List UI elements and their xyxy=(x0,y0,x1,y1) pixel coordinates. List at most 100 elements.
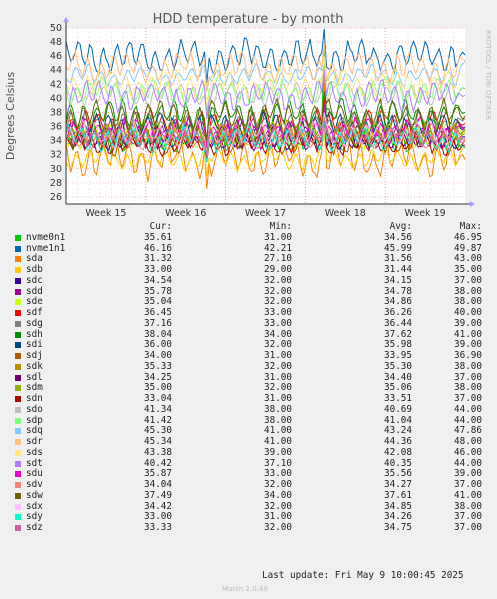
legend-series-name: sdi xyxy=(26,339,43,351)
legend-row-sdz: sdz 33.33 32.00 34.75 37.00 xyxy=(12,522,492,534)
legend-series-name: sdn xyxy=(26,393,43,404)
legend-series-name: sdq xyxy=(26,425,43,437)
y-tick-label: 48 xyxy=(50,37,62,48)
col-max-header: Max: xyxy=(459,221,482,232)
series-line-sdx xyxy=(65,112,466,155)
legend-swatch xyxy=(15,428,21,435)
series-line-sdr xyxy=(65,42,466,92)
legend-cur-value: 35.00 xyxy=(144,382,172,394)
legend-min-value: 39.00 xyxy=(264,446,292,458)
legend-swatch xyxy=(15,342,21,349)
munin-version: Munin 2.0.49 xyxy=(222,585,268,593)
legend-cur-value: 35.61 xyxy=(144,231,172,243)
legend-min-value: 32.00 xyxy=(264,285,292,297)
legend-min-value: 32.00 xyxy=(264,274,292,286)
legend-avg-value: 41.04 xyxy=(384,414,412,426)
legend-max-value: 37.00 xyxy=(454,522,482,533)
col-avg-header: Avg: xyxy=(389,221,412,232)
legend-max-value: 39.00 xyxy=(454,339,482,351)
chart-title: HDD temperature - by month xyxy=(153,12,344,27)
legend-avg-value: 34.56 xyxy=(384,231,412,243)
legend-row-nvme1n1: nvme1n1 46.16 42.21 45.99 49.87 xyxy=(12,242,492,255)
y-tick-label: 36 xyxy=(50,122,62,133)
legend-min-value: 42.21 xyxy=(264,242,292,254)
y-tick-label: 26 xyxy=(50,192,62,203)
legend-avg-value: 35.06 xyxy=(384,382,412,394)
legend-swatch xyxy=(15,525,21,531)
legend-min-value: 32.00 xyxy=(264,382,292,394)
legend-series-name: sdc xyxy=(26,274,43,286)
legend-max-value: 35.00 xyxy=(454,264,482,275)
legend-min-value: 32.00 xyxy=(264,500,292,512)
legend-min-value: 32.00 xyxy=(264,522,292,533)
legend-avg-value: 34.27 xyxy=(384,479,412,490)
legend-row-sdn: sdn 33.04 31.00 33.51 37.00 xyxy=(12,393,492,405)
legend-row-sdo: sdo 41.34 38.00 40.69 44.00 xyxy=(12,403,492,416)
legend-row-sdm: sdm 35.00 32.00 35.06 38.00 xyxy=(12,382,492,394)
legend-min-value: 29.00 xyxy=(264,264,292,275)
legend-avg-value: 37.62 xyxy=(384,328,412,340)
legend-avg-value: 35.98 xyxy=(384,339,412,351)
series-line-sdp xyxy=(65,70,466,113)
legend-cur-value: 36.45 xyxy=(144,307,172,318)
legend-series-name: sdw xyxy=(26,489,43,501)
legend-min-value: 38.00 xyxy=(264,414,292,426)
chart: 26 28 30 32 34 36 38 40 42 44 46 48 50 Week 15 Week 16… xyxy=(0,0,497,222)
legend-max-value: 41.00 xyxy=(454,328,482,340)
legend-swatch xyxy=(15,256,21,263)
legend-cur-value: 35.33 xyxy=(144,360,172,372)
legend-max-value: 37.00 xyxy=(454,511,482,523)
legend-swatch xyxy=(15,482,21,488)
legend-cur-value: 35.87 xyxy=(144,468,172,480)
x-tick-label: Week 16 xyxy=(165,208,206,219)
x-tick-label: Week 17 xyxy=(245,208,286,219)
legend-series-name: sds xyxy=(26,446,43,458)
legend-avg-value: 42.08 xyxy=(384,446,412,458)
series-line-sdt xyxy=(65,70,466,119)
legend-cur-value: 45.30 xyxy=(144,425,172,437)
legend-series-name: sdy xyxy=(26,511,43,523)
legend-max-value: 46.95 xyxy=(454,231,482,243)
legend-swatch xyxy=(15,449,21,456)
legend-min-value: 32.00 xyxy=(264,360,292,372)
legend-cur-value: 34.42 xyxy=(144,500,172,512)
series-line-sdz xyxy=(65,119,466,155)
legend-series-name: sdm xyxy=(26,382,43,394)
legend-row-sdh: sdh 38.04 34.00 37.62 41.00 xyxy=(12,328,492,341)
legend-row-sdi: sdi 36.00 32.00 35.98 39.00 xyxy=(12,339,492,351)
series-line-sds xyxy=(65,56,466,106)
series-line-nvme1n1 xyxy=(65,28,466,83)
legend-max-value: 43.00 xyxy=(454,253,482,265)
legend-swatch xyxy=(15,310,21,316)
legend-header: Cur: Min: Avg: Max: xyxy=(12,221,492,233)
legend-max-value: 39.00 xyxy=(454,468,482,480)
series-line-sdv xyxy=(65,119,466,157)
legend-swatch xyxy=(15,460,21,467)
legend-avg-value: 31.44 xyxy=(384,264,412,275)
y-tick-label: 50 xyxy=(50,23,62,34)
legend-row-sdc: sdc 34.54 32.00 34.15 37.00 xyxy=(12,274,492,287)
legend-avg-value: 35.56 xyxy=(384,468,412,480)
legend-max-value: 46.00 xyxy=(454,446,482,458)
legend-series-name: sdv xyxy=(26,479,43,490)
legend-series-name: sdp xyxy=(26,414,43,426)
legend-row-sdu: sdu 35.87 33.00 35.56 39.00 xyxy=(12,468,492,480)
legend-series-name: sdb xyxy=(26,264,43,275)
rrdtool-credit: RRDTOOL / TOBI OETIKER xyxy=(484,30,492,120)
series-lines xyxy=(65,28,466,190)
legend-cur-value: 45.34 xyxy=(144,436,172,447)
legend-min-value: 38.00 xyxy=(264,403,292,415)
legend-swatch xyxy=(15,385,21,392)
legend-min-value: 31.00 xyxy=(264,393,292,404)
legend-max-value: 38.00 xyxy=(454,296,482,308)
y-tick-label: 42 xyxy=(50,79,62,90)
legend-swatch xyxy=(15,514,21,521)
y-tick-label: 46 xyxy=(50,51,62,62)
legend-min-value: 41.00 xyxy=(264,436,292,447)
legend-swatch xyxy=(15,267,21,273)
legend-cur-value: 34.25 xyxy=(144,371,172,383)
legend-avg-value: 31.56 xyxy=(384,253,412,265)
legend-series-name: sdl xyxy=(26,371,43,383)
last-update: Last update: Fri May 9 10:00:45 2025 xyxy=(262,570,464,581)
legend-rows: nvme0n1 35.61 31.00 34.56 46.95 nvme1n1 46.16 4… xyxy=(12,231,492,534)
